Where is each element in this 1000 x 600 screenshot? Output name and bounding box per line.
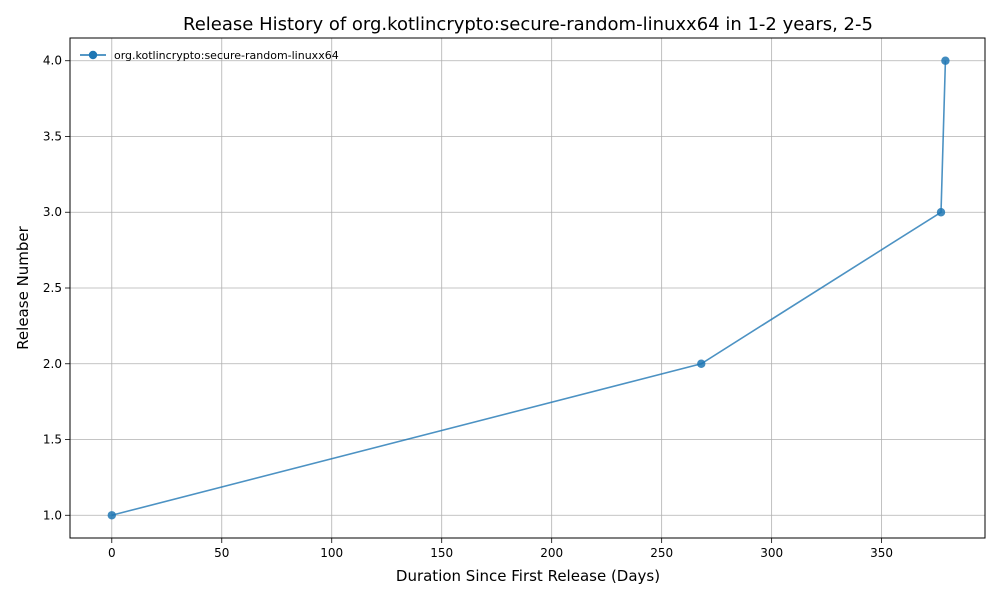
- legend-marker-icon: [88, 50, 98, 60]
- x-tick-label: 200: [540, 546, 563, 560]
- x-axis: 0 50 100 150 200 250 300 350: [108, 538, 893, 560]
- y-tick-label: 4.0: [43, 54, 62, 68]
- y-axis-label: Release Number: [14, 225, 32, 349]
- data-point: [107, 511, 116, 520]
- x-tick-label: 350: [870, 546, 893, 560]
- x-tick-label: 300: [760, 546, 783, 560]
- data-point: [941, 56, 950, 65]
- x-tick-label: 50: [214, 546, 229, 560]
- y-tick-label: 1.5: [43, 433, 62, 447]
- x-tick-label: 100: [320, 546, 343, 560]
- data-point: [697, 359, 706, 368]
- y-tick-label: 3.5: [43, 129, 62, 143]
- x-axis-label: Duration Since First Release (Days): [396, 567, 660, 585]
- y-tick-label: 3.0: [43, 205, 62, 219]
- grid: [70, 38, 985, 538]
- x-tick-label: 250: [650, 546, 673, 560]
- y-axis: 1.0 1.5 2.0 2.5 3.0 3.5 4.0: [43, 54, 70, 522]
- y-tick-label: 2.0: [43, 357, 62, 371]
- series-line: [111, 60, 947, 517]
- legend-entry: org.kotlincrypto:secure-random-linuxx64: [114, 49, 339, 62]
- legend: org.kotlincrypto:secure-random-linuxx64: [80, 49, 339, 62]
- y-tick-label: 1.0: [43, 508, 62, 522]
- y-tick-label: 2.5: [43, 281, 62, 295]
- x-tick-label: 150: [430, 546, 453, 560]
- chart-title: Release History of org.kotlincrypto:secu…: [183, 14, 873, 35]
- series-layer: [107, 56, 950, 520]
- data-point: [936, 208, 946, 217]
- x-tick-label: 0: [108, 546, 116, 560]
